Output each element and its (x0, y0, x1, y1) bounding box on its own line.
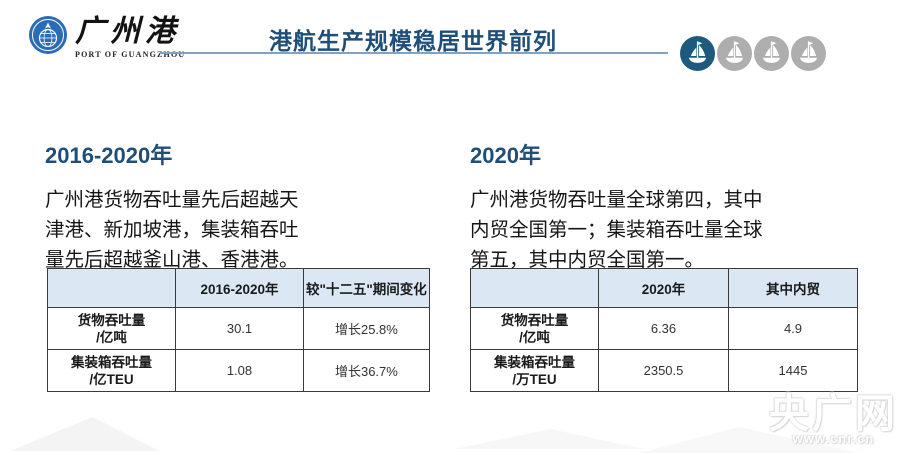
left-data-table: 2016-2020年 较"十二五"期间变化 货物吞吐量 /亿吨 30.1 增长2… (47, 268, 430, 392)
table-header-cell: 其中内贸 (728, 268, 858, 308)
sailboat-icon[interactable] (754, 36, 789, 71)
table-row: 货物吞吐量 /亿吨 30.1 增长25.8% (47, 307, 430, 350)
row-label-cell: 货物吞吐量 /亿吨 (470, 307, 599, 350)
text-line: /亿吨 (519, 329, 550, 345)
value-cell: 2350.5 (598, 349, 729, 392)
sailboat-icon[interactable] (791, 36, 826, 71)
title-divider-line (160, 52, 668, 54)
value-cell: 增长25.8% (303, 307, 430, 350)
left-section-heading: 2016-2020年 (45, 143, 173, 168)
value-cell: 30.1 (175, 307, 304, 350)
text-line: 集装箱吞吐量 (71, 354, 152, 370)
right-data-table: 2020年 其中内贸 货物吞吐量 /亿吨 6.36 4.9 集装箱吞吐量 /万T… (470, 268, 858, 392)
sailboat-icon[interactable] (717, 36, 752, 71)
cnr-watermark: 央广网 www.cnr.cn (769, 394, 898, 445)
table-row: 集装箱吞吐量 /万TEU 2350.5 1445 (470, 349, 858, 392)
right-section-heading: 2020年 (470, 143, 541, 168)
port-emblem-icon (29, 16, 67, 54)
value-cell: 6.36 (598, 307, 729, 350)
brand-name: 广州港 (75, 15, 180, 48)
brand-caption: PORT OF GUANGZHOU (75, 50, 186, 59)
sailboat-icon-active[interactable] (680, 36, 715, 71)
table-header-row: 2016-2020年 较"十二五"期间变化 (47, 268, 430, 308)
background-triangle-shape (455, 429, 645, 449)
row-label-cell: 集装箱吞吐量 /亿TEU (47, 349, 176, 392)
watermark-name: 央广网 (769, 392, 898, 436)
table-header-cell: 较"十二五"期间变化 (303, 268, 430, 308)
table-row: 货物吞吐量 /亿吨 6.36 4.9 (470, 307, 858, 350)
text-line: 津港、新加坡港，集装箱吞吐 (45, 219, 299, 241)
value-cell: 1.08 (175, 349, 304, 392)
text-line: 内贸全国第一；集装箱吞吐量全球 (470, 219, 763, 241)
text-line: 第五，其中内贸全国第一。 (470, 249, 705, 271)
value-cell: 1445 (728, 349, 858, 392)
slide-nav-icons (680, 36, 826, 71)
text-line: /亿吨 (96, 329, 127, 345)
text-line: 量先后超越釜山港、香港港。 (45, 249, 299, 271)
text-line: /万TEU (512, 371, 557, 387)
table-header-cell (47, 268, 176, 308)
logo-text: 广州港 PORT OF GUANGZHOU (75, 15, 185, 59)
table-header-cell: 2016-2020年 (175, 268, 304, 308)
port-of-guangzhou-logo: 广州港 PORT OF GUANGZHOU (28, 15, 185, 59)
table-row: 集装箱吞吐量 /亿TEU 1.08 增长36.7% (47, 349, 430, 392)
row-label-cell: 货物吞吐量 /亿吨 (47, 307, 176, 350)
text-line: 集装箱吞吐量 (494, 354, 575, 370)
table-header-row: 2020年 其中内贸 (470, 268, 858, 308)
text-line: 广州港货物吞吐量先后超越天 (45, 189, 299, 211)
text-line: 广州港货物吞吐量全球第四，其中 (470, 189, 763, 211)
text-line: 货物吞吐量 (500, 312, 569, 328)
right-section-body: 广州港货物吞吐量全球第四，其中 内贸全国第一；集装箱吞吐量全球 第五，其中内贸全… (470, 186, 763, 276)
watermark-url: www.cnr.cn (792, 431, 875, 446)
table-header-cell: 2020年 (598, 268, 729, 308)
text-line: 货物吞吐量 (77, 312, 146, 328)
background-triangle-shape (10, 417, 160, 451)
table-header-cell (470, 268, 599, 308)
value-cell: 增长36.7% (303, 349, 430, 392)
text-line: /亿TEU (89, 371, 134, 387)
page-title: 港航生产规模稳居世界前列 (269, 28, 557, 54)
row-label-cell: 集装箱吞吐量 /万TEU (470, 349, 599, 392)
left-section-body: 广州港货物吞吐量先后超越天 津港、新加坡港，集装箱吞吐 量先后超越釜山港、香港港… (45, 186, 299, 276)
value-cell: 4.9 (728, 307, 858, 350)
